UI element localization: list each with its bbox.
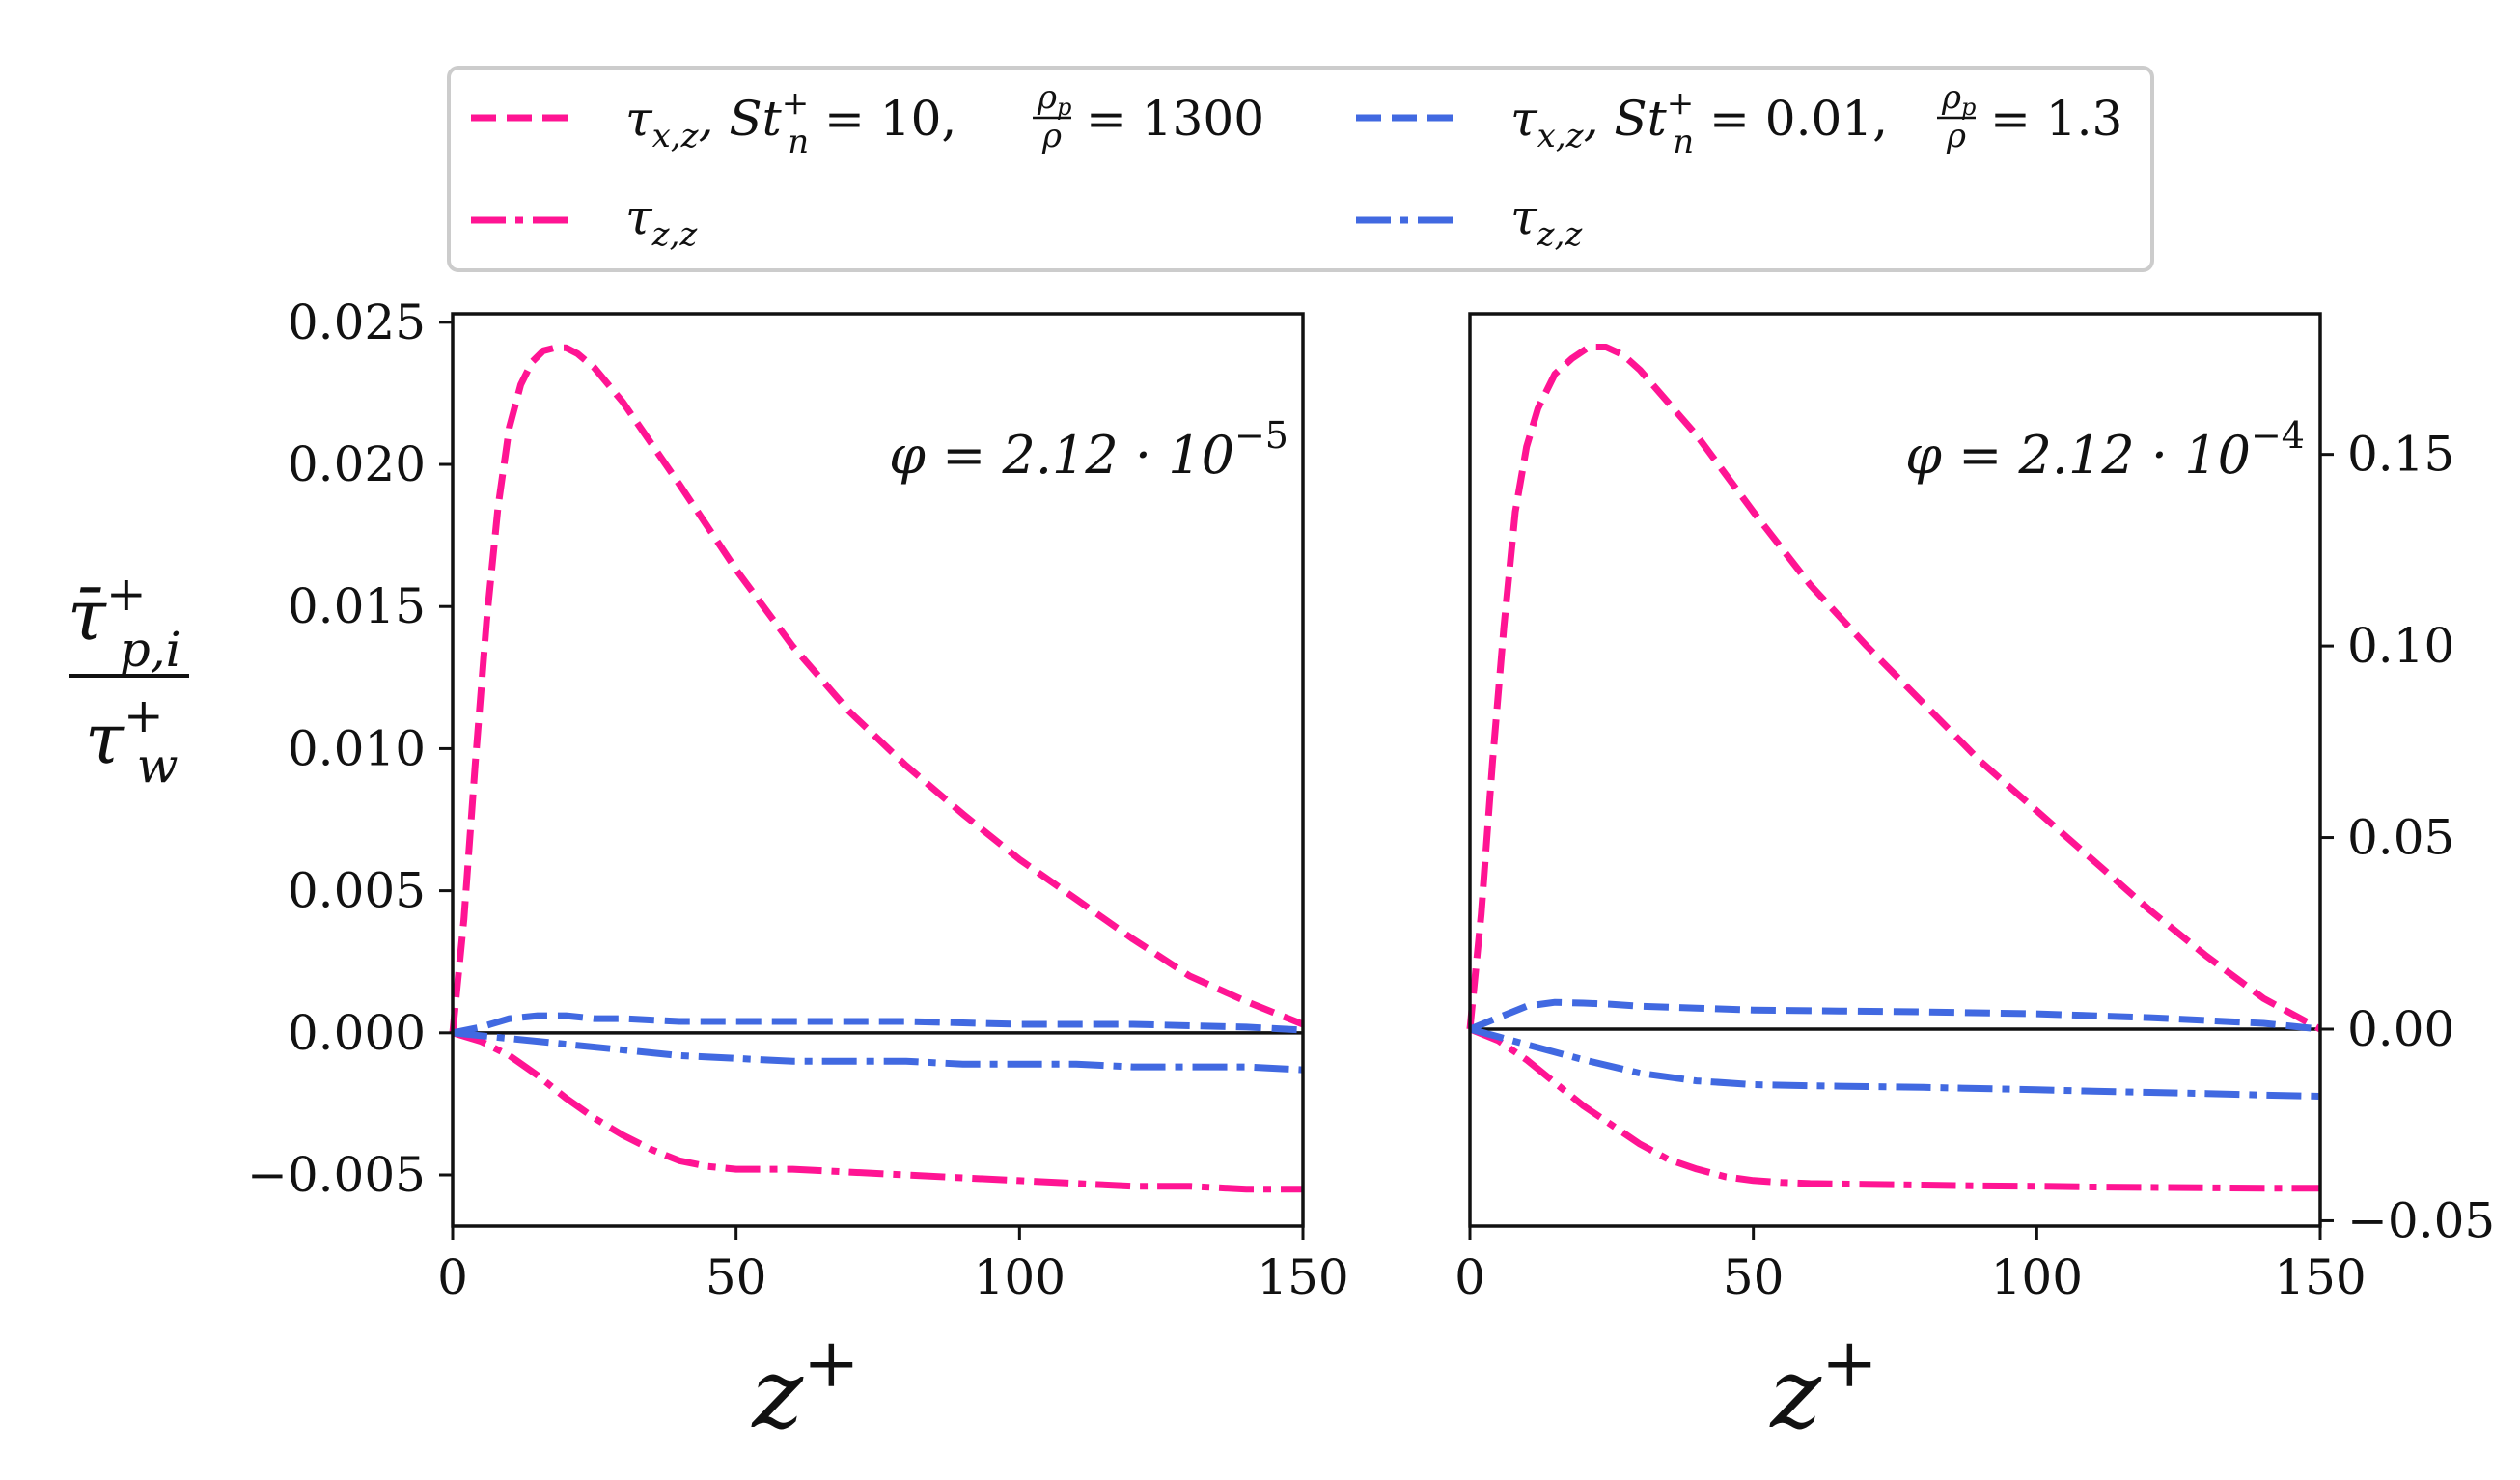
series-blue-dashed xyxy=(1468,998,2321,1033)
y-tick-label: 0.15 xyxy=(2347,427,2454,483)
svg-text:ρ: ρ xyxy=(1946,117,1966,155)
svg-text:τ+w: τ+ w xyxy=(85,687,179,794)
series-pink-dashed xyxy=(449,344,1305,1034)
panel-right-y-ticks: −0.05 0.00 0.05 0.10 0.15 xyxy=(2320,427,2495,1248)
panel-left-x-ticks: 0 50 100 150 xyxy=(437,1226,1349,1305)
series-pink-dashdot xyxy=(451,1029,1303,1193)
panel-left: 0 50 100 150 −0.005 0.000 0.005 0.010 0.015 0.02… xyxy=(247,294,1349,1450)
panel-left-series xyxy=(449,344,1305,1193)
series-blue-dashdot xyxy=(452,1029,1304,1074)
panel-left-annotation: φ = 2.12 · 10−5 xyxy=(889,414,1288,486)
y-tick-label: 0.025 xyxy=(288,294,426,350)
panel-right-annotation: φ = 2.12 · 10−4 xyxy=(1905,414,2305,486)
y-tick-label: 0.005 xyxy=(288,863,426,919)
legend-tail-blue: = 1.3 xyxy=(1990,91,2122,147)
panel-right: 0 50 100 150 −0.05 0.00 0.05 0.10 0.15 φ = 2.12… xyxy=(1454,312,2495,1450)
x-tick-label: 50 xyxy=(706,1249,767,1305)
panel-left-x-axis-label: z+ xyxy=(751,1324,859,1450)
y-tick-label: 0.10 xyxy=(2347,618,2454,674)
x-tick-label: 0 xyxy=(437,1249,468,1305)
x-tick-label: 0 xyxy=(1454,1249,1485,1305)
y-tick-label: −0.005 xyxy=(247,1147,426,1203)
legend-label-blue-dashed: τx,z, St+ n = 0.01, xyxy=(1510,84,1888,161)
panel-right-x-ticks: 0 50 100 150 xyxy=(1454,1226,2367,1305)
series-blue-dashdot xyxy=(1469,1025,2321,1100)
panel-right-series xyxy=(1466,344,2322,1192)
y-tick-label: −0.05 xyxy=(2347,1192,2495,1248)
panel-left-frame xyxy=(451,312,1305,1228)
legend: τx,z, St+ n = 10, ρp ρ = 1300 τx,z, St+ n … xyxy=(447,66,2154,272)
y-tick-label: 0.000 xyxy=(288,1005,426,1061)
x-tick-label: 150 xyxy=(1257,1249,1348,1305)
series-blue-dashed xyxy=(452,1012,1304,1037)
y-axis-label: τ̄+ p,i τ+ w xyxy=(68,566,189,794)
y-tick-label: 0.020 xyxy=(288,436,426,492)
svg-text:ρp: ρp xyxy=(1037,78,1071,121)
legend-fraction-blue: ρp ρ xyxy=(1937,78,1976,155)
legend-tail-pink: = 1300 xyxy=(1086,91,1264,147)
y-tick-label: 0.05 xyxy=(2347,810,2454,866)
legend-label-pink-dashdot: τz,z xyxy=(625,189,698,254)
panel-left-y-ticks: −0.005 0.000 0.005 0.010 0.015 0.020 0.025 xyxy=(247,294,453,1203)
series-pink-dashed xyxy=(1466,344,2322,1033)
x-tick-label: 50 xyxy=(1723,1249,1785,1305)
svg-text:τ̄+p,i: τ̄+ p,i xyxy=(68,566,181,678)
y-tick-label: 0.010 xyxy=(288,720,426,776)
legend-label-blue-dashdot: τz,z xyxy=(1510,189,1583,254)
legend-box xyxy=(447,66,2154,272)
legend-fraction-pink: ρp ρ xyxy=(1033,78,1071,155)
svg-text:ρ: ρ xyxy=(1041,117,1062,155)
x-tick-label: 150 xyxy=(2274,1249,2366,1305)
series-pink-dashdot xyxy=(1468,1025,2320,1192)
panel-right-frame xyxy=(1468,312,2322,1228)
panel-right-x-axis-label: z+ xyxy=(1769,1324,1877,1450)
y-tick-label: 0.015 xyxy=(288,578,426,634)
x-tick-label: 100 xyxy=(974,1249,1066,1305)
x-tick-label: 100 xyxy=(1991,1249,2083,1305)
legend-label-pink-dashed: τx,z, St+ n = 10, xyxy=(625,84,956,161)
y-tick-label: 0.00 xyxy=(2347,1001,2454,1057)
svg-text:ρp: ρp xyxy=(1941,78,1976,121)
